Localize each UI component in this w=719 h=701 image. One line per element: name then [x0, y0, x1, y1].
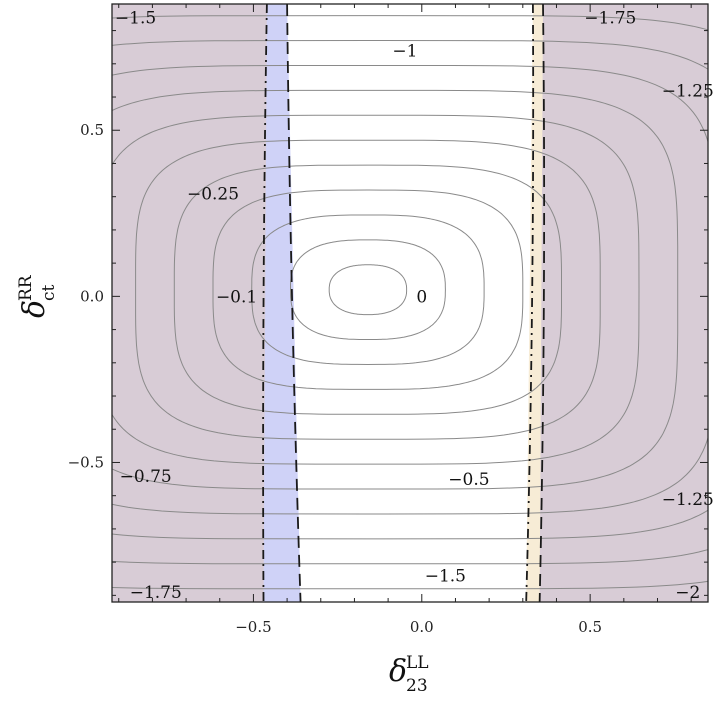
contour-label: −1.75 [130, 583, 182, 603]
contour-line [112, 39, 708, 540]
contour-lines [112, 15, 708, 590]
contour-label: −1.75 [584, 8, 636, 28]
boundary-dashdot-left [262, 4, 268, 602]
svg-text:ct: ct [39, 284, 59, 301]
axis-ticks: −0.5 0.0 0.5 −0.5 0.0 0.5 [68, 4, 708, 636]
excluded-region-right [532, 4, 708, 602]
excluded-region-left [112, 4, 284, 602]
contour-line [112, 114, 640, 465]
boundary-lines [262, 4, 546, 602]
contour-label: −0.5 [448, 470, 489, 490]
contour-label: −1.25 [662, 490, 714, 510]
x-tick-label: 0.5 [578, 618, 602, 636]
contour-line [135, 139, 601, 440]
svg-text:δ: δ [389, 654, 407, 689]
contour-label: −2 [675, 583, 700, 603]
uncertainty-band-left [263, 4, 301, 602]
x-tick-label: 0.0 [410, 618, 434, 636]
contour-label: 0 [416, 287, 427, 307]
contour-line [173, 164, 562, 415]
svg-text:δ: δ [17, 300, 52, 318]
excluded-regions [112, 4, 708, 602]
contour-line [251, 214, 485, 366]
contour-line [112, 15, 708, 565]
boundary-dashed-left [286, 4, 302, 602]
plot-frame [111, 3, 709, 603]
contour-line [112, 89, 679, 490]
contour-line [112, 65, 708, 515]
contour-label: −1 [392, 42, 417, 62]
contour-label: −1.25 [662, 81, 714, 101]
svg-text:23: 23 [406, 676, 428, 696]
contour-line [290, 239, 446, 340]
svg-text:RR: RR [16, 274, 36, 301]
uncertainty-bands [263, 4, 544, 602]
contour-label: −1.5 [115, 8, 156, 28]
y-axis-label: δ RR ct [16, 274, 59, 318]
svg-text:LL: LL [406, 653, 429, 673]
y-tick-label: 0.5 [80, 121, 104, 139]
contour-label: −1.5 [425, 566, 466, 586]
contour-line [328, 264, 408, 316]
contour-labels: 0 −0.1 −0.25 −0.5 −0.75 −1 −1.25 −1.25 −1.5 −1.5 −… [115, 8, 714, 603]
boundary-dashdot-right [525, 4, 535, 602]
x-tick-label: −0.5 [235, 618, 271, 636]
y-tick-label: 0.0 [80, 287, 104, 305]
x-axis-label: δ LL 23 [389, 653, 429, 696]
boundary-dashed-right [538, 4, 546, 602]
contour-line [212, 189, 524, 390]
contour-label: −0.1 [216, 287, 257, 307]
contour-label: −0.25 [187, 184, 239, 204]
y-tick-label: −0.5 [68, 453, 104, 471]
contour-label: −0.75 [120, 467, 172, 487]
